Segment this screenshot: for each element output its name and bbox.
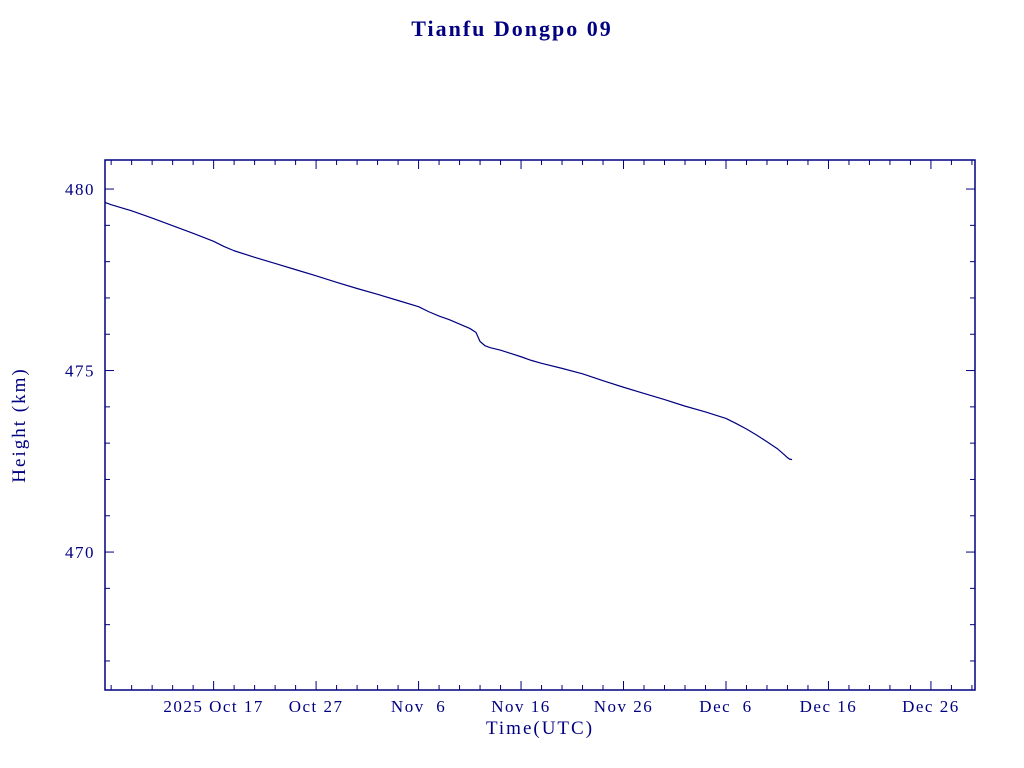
x-tick-label: 2025 Oct 17: [163, 697, 264, 716]
x-tick-label: Dec 26: [902, 697, 960, 716]
x-tick-label: Nov 6: [391, 697, 446, 716]
y-tick-label: 475: [65, 362, 95, 381]
chart-title: Tianfu Dongpo 09: [411, 16, 613, 41]
plot-border: [104, 159, 976, 691]
height-decay-line: [104, 201, 793, 461]
x-tick-label: Nov 26: [594, 697, 654, 716]
x-tick-label: Dec 16: [800, 697, 858, 716]
x-tick-label: Nov 16: [491, 697, 551, 716]
x-tick-label: Dec 6: [699, 697, 752, 716]
y-tick-label: 480: [65, 180, 95, 199]
x-axis-label: Time(UTC): [485, 718, 595, 739]
y-tick-label: 470: [65, 543, 95, 562]
x-tick-label: Oct 27: [289, 697, 344, 716]
